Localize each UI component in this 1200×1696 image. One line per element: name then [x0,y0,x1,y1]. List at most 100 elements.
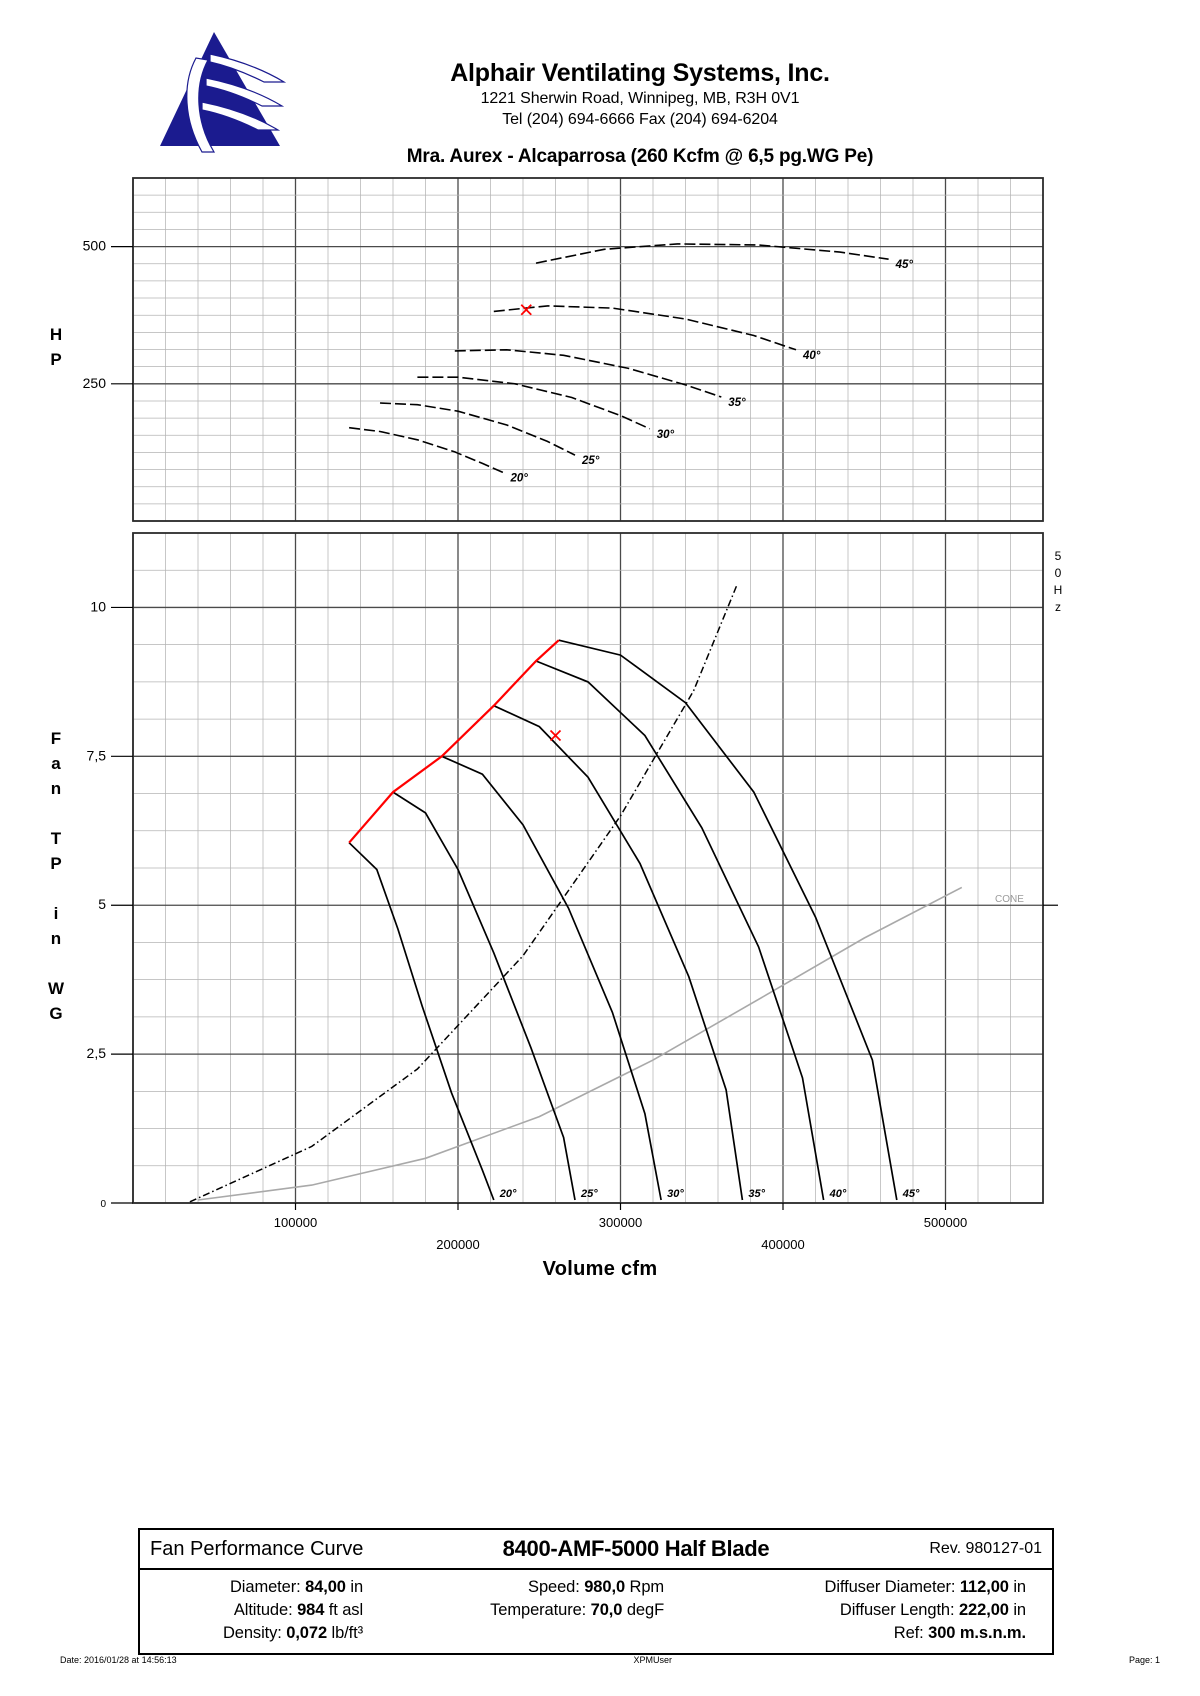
hp-curve-40deg [493,305,797,351]
axis-letter: n [50,929,62,948]
tp-curve-25deg [392,791,576,1201]
hp-operating-point-marker [520,304,532,316]
spec-value: 984 [297,1601,325,1619]
tp-curve-label-20deg: 20° [499,1188,517,1200]
tp-y-tick-label: 5 [98,896,106,912]
spec-title: Fan Performance Curve [150,1537,364,1560]
hp-plot-frame [132,177,1044,522]
hp-curve-20deg [349,426,504,474]
revision-label: Rev. 980127-01 [929,1540,1042,1557]
spec-label: Diffuser Length: [839,1601,955,1619]
spec-value: 980,0 [584,1578,626,1596]
spec-label: Diffuser Diameter: [824,1578,956,1596]
spec-unit: lb/ft³ [331,1624,364,1642]
axis-letter: P [50,350,62,369]
axis-letter: P [50,854,62,873]
spec-label: Diameter: [229,1578,301,1596]
x-axis-title: Volume cfm [542,1258,658,1280]
axis-letter: n [50,779,62,798]
hp-y-tick-label: 250 [83,375,107,391]
spec-value: 84,00 [305,1578,346,1596]
axis-letter [44,951,68,976]
spec-row: Altitude: 984 ft asl [152,1599,445,1622]
spec-column-general: Diameter: 84,00 in Altitude: 984 ft asl De… [152,1576,445,1645]
hp-curve-label-35deg: 35° [728,397,746,409]
axis-letter: F [50,729,62,748]
axis-letter: i [53,904,59,923]
tp-operating-point-marker [549,729,562,742]
hp-y-tick-label: 500 [83,238,107,254]
fan-model: 8400-AMF-5000 Half Blade [502,1536,770,1561]
spec-row: Speed: 980,0 Rpm [445,1576,738,1599]
footer-page: Page: 1 [1128,1655,1160,1665]
footer-user: XPMUser [633,1655,673,1665]
cone-label: CONE [995,894,1024,905]
tp-curve-20deg [348,842,495,1201]
axis-letter [44,876,68,901]
company-name: Alphair Ventilating Systems, Inc. [450,59,830,87]
axis-letter: W [47,979,65,998]
spec-row: Diffuser Diameter: 112,00 in [738,1576,1040,1599]
hp-operating-point-marker [520,304,532,316]
tp-curve-35deg [493,704,744,1201]
spec-value: 70,0 [590,1601,623,1619]
tp-x-tick-label: 100000 [274,1215,317,1230]
spec-row: Diffuser Length: 222,00 in [738,1599,1040,1622]
axis-letter: 0 [1054,566,1062,580]
spec-unit: in [1013,1578,1026,1596]
tp-curve-45deg [558,639,898,1201]
alphair-logo [160,32,287,153]
spec-column-diffuser: Diffuser Diameter: 112,00 in Diffuser Len… [738,1576,1040,1645]
hp-curve-label-45deg: 45° [895,259,914,271]
company-block: Alphair Ventilating Systems, Inc. 1221 S… [360,58,920,130]
spec-value: 300 m.s.n.m. [928,1624,1026,1642]
tp-x-tick-label: 200000 [436,1237,479,1252]
cone-curve [197,886,963,1201]
spec-value: 0,072 [286,1624,328,1642]
axis-letter: H [49,325,63,344]
spec-label: Speed: [528,1578,580,1596]
hp-curve-label-25deg: 25° [581,455,600,467]
spec-row: Density: 0,072 lb/ft³ [152,1622,445,1645]
footer-date: Date: 2016/01/28 at 14:56:13 [60,1655,177,1665]
axis-letter: H [1053,583,1063,597]
hp-curve-label-30deg: 30° [657,429,675,441]
spec-unit: in [350,1578,364,1596]
spec-label: Ref: [893,1624,924,1642]
document-subtitle: Mra. Aurex - Alcaparrosa (260 Kcfm @ 6,5… [406,146,874,167]
tp-curve-label-35deg: 35° [748,1188,765,1200]
tp-curve-label-30deg: 30° [667,1188,684,1200]
tp-y-tick-label: 2,5 [87,1045,107,1061]
tp-curve-30deg [441,755,662,1201]
tp-curve-label-25deg: 25° [580,1188,598,1200]
tp-curve-label-40deg: 40° [829,1188,847,1200]
spec-unit: degF [626,1601,665,1619]
tp-y-tick-label: 0 [100,1199,106,1210]
tp-curve-label-45deg: 45° [902,1188,920,1200]
axis-letter: z [1055,600,1061,614]
company-address: 1221 Sherwin Road, Winnipeg, MB, R3H 0V1 [480,90,800,107]
spec-label: Temperature: [490,1601,587,1619]
spec-value: 222,00 [958,1601,1009,1619]
spec-row: Ref: 300 m.s.n.m. [738,1622,1040,1645]
tp-x-tick-label: 400000 [761,1237,804,1252]
spec-label: Altitude: [233,1601,293,1619]
hp-curve-35deg [454,348,722,398]
spec-unit: ft asl [328,1601,364,1619]
spec-unit: in [1013,1601,1026,1619]
hp-curve-30deg [417,376,651,430]
tp-x-tick-label: 300000 [599,1215,642,1230]
spec-column-operating: Speed: 980,0 Rpm Temperature: 70,0 degF [445,1576,738,1645]
tp-y-tick-label: 7,5 [87,747,107,763]
hp-curve-45deg [535,243,889,264]
stall-limit-line [348,639,560,844]
spec-label: Density: [222,1624,282,1642]
axis-letter: G [49,1004,63,1023]
spec-row: Diameter: 84,00 in [152,1576,445,1599]
page-footer: Date: 2016/01/28 at 14:56:13 XPMUser Pag… [60,1655,1160,1665]
